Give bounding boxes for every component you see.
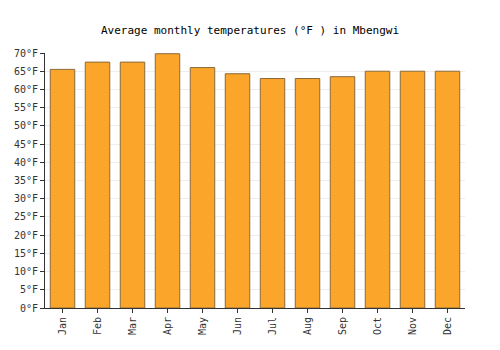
- svg-text:Dec: Dec: [442, 317, 453, 335]
- svg-text:Jul: Jul: [267, 317, 278, 335]
- svg-text:Average monthly temperatures (: Average monthly temperatures (°F ) in Mb…: [101, 24, 399, 37]
- svg-text:20°F: 20°F: [14, 230, 38, 241]
- svg-text:60°F: 60°F: [14, 84, 38, 95]
- svg-text:35°F: 35°F: [14, 175, 38, 186]
- svg-text:65°F: 65°F: [14, 66, 38, 77]
- svg-text:Jan: Jan: [57, 317, 68, 335]
- svg-text:Sep: Sep: [337, 317, 348, 335]
- svg-text:15°F: 15°F: [14, 248, 38, 259]
- svg-text:May: May: [197, 317, 208, 335]
- svg-text:10°F: 10°F: [14, 266, 38, 277]
- svg-text:5°F: 5°F: [20, 284, 38, 295]
- svg-text:70°F: 70°F: [14, 48, 38, 59]
- svg-text:0°F: 0°F: [20, 303, 38, 314]
- svg-text:Nov: Nov: [407, 317, 418, 335]
- svg-text:Oct: Oct: [372, 317, 383, 335]
- svg-text:40°F: 40°F: [14, 157, 38, 168]
- svg-text:25°F: 25°F: [14, 211, 38, 222]
- svg-text:Apr: Apr: [162, 317, 173, 335]
- svg-text:Mar: Mar: [127, 317, 138, 335]
- svg-text:Feb: Feb: [92, 317, 103, 335]
- svg-text:30°F: 30°F: [14, 193, 38, 204]
- svg-text:50°F: 50°F: [14, 120, 38, 131]
- svg-text:Aug: Aug: [302, 317, 313, 335]
- svg-text:45°F: 45°F: [14, 139, 38, 150]
- svg-text:55°F: 55°F: [14, 102, 38, 113]
- svg-text:Jun: Jun: [232, 317, 243, 335]
